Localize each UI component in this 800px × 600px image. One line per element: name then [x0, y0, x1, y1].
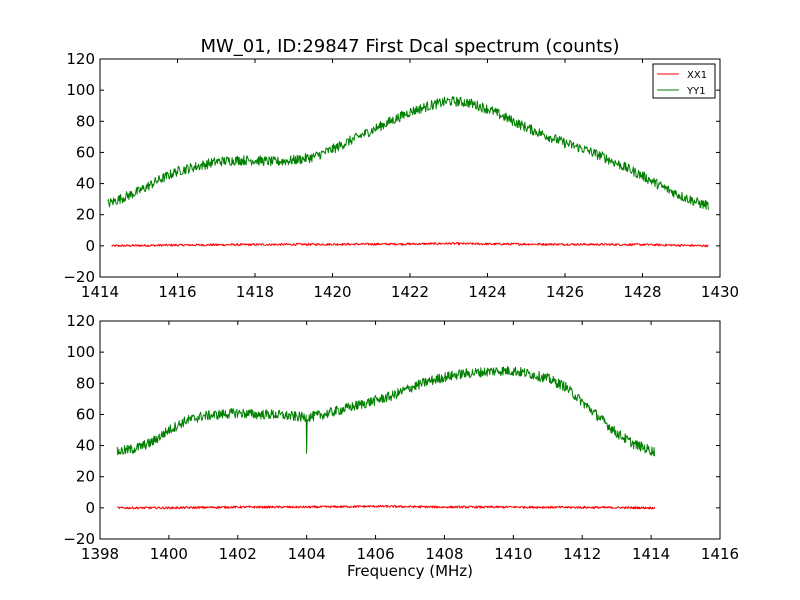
bottom-x-tick-label: 1398	[81, 545, 119, 563]
top-series-xx1	[111, 242, 709, 248]
top-plot-panel: 1414 1416 1418 1420 1422 1424 1426 1428 1430 −20 0…	[63, 50, 739, 301]
bottom-y-tick-label: −20	[63, 530, 95, 548]
top-x-tick-label: 1416	[158, 283, 196, 301]
top-x-tick-label: 1422	[391, 283, 429, 301]
top-x-tick-label: 1428	[623, 283, 661, 301]
bottom-y-tick-label: 60	[76, 405, 95, 423]
legend-label-xx1: XX1	[687, 70, 707, 81]
bottom-y-tick-label: 80	[76, 374, 95, 392]
bottom-x-tick-label: 1416	[701, 545, 739, 563]
top-y-tick-label: 40	[76, 175, 95, 193]
bottom-plot-panel: 1398 1400 1402 1404 1406 1408 1410 1412 1414 1416…	[63, 312, 739, 563]
top-y-tick-label: −20	[63, 268, 95, 286]
bottom-x-tick-label: 1406	[356, 545, 394, 563]
top-x-tick-label: 1430	[701, 283, 739, 301]
bottom-y-tick-label: 40	[76, 437, 95, 455]
legend-label-yy1: YY1	[686, 86, 706, 97]
x-axis-label: Frequency (MHz)	[347, 562, 473, 580]
top-y-tick-label: 20	[76, 206, 95, 224]
bottom-x-tick-label: 1408	[425, 545, 463, 563]
bottom-x-tick-label: 1404	[288, 545, 326, 563]
top-x-tick-label: 1426	[546, 283, 584, 301]
bottom-x-tick-label: 1414	[632, 545, 670, 563]
top-x-tick-label: 1414	[81, 283, 119, 301]
top-series-group	[107, 96, 709, 248]
legend-box	[652, 63, 716, 99]
bottom-x-tick-label: 1412	[563, 545, 601, 563]
bottom-y-tick-label: 20	[76, 468, 95, 486]
bottom-series-yy1	[116, 365, 656, 457]
bottom-axes-frame	[99, 320, 721, 540]
top-x-tick-label: 1424	[468, 283, 506, 301]
bottom-series-group	[116, 365, 656, 510]
bottom-x-tick-label: 1400	[150, 545, 188, 563]
bottom-y-tick-label: 100	[66, 343, 95, 361]
top-x-tick-label: 1418	[236, 283, 274, 301]
top-y-tick-label: 60	[76, 143, 95, 161]
top-y-tick-label: 100	[66, 81, 95, 99]
bottom-y-tick-label: 120	[66, 312, 95, 330]
figure-title: MW_01, ID:29847 First Dcal spectrum (cou…	[200, 36, 619, 57]
bottom-y-tick-label: 0	[85, 499, 95, 517]
bottom-series-xx1	[116, 504, 656, 510]
top-y-tick-label: 120	[66, 50, 95, 68]
top-y-tick-label: 0	[85, 237, 95, 255]
top-series-yy1	[107, 96, 709, 211]
bottom-x-tick-label: 1410	[494, 545, 532, 563]
top-y-tick-label: 80	[76, 112, 95, 130]
top-x-tick-label: 1420	[313, 283, 351, 301]
bottom-x-tick-label: 1402	[219, 545, 257, 563]
